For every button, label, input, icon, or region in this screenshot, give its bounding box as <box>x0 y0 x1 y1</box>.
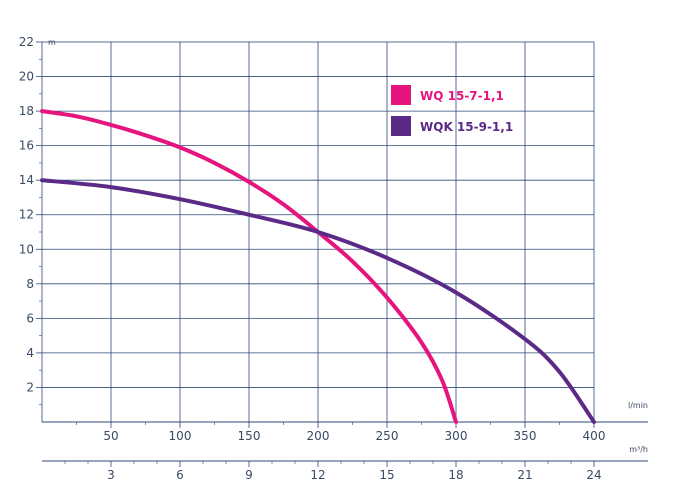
y-tick-label: 22 <box>19 35 34 49</box>
x-tick-label: 50 <box>103 429 118 443</box>
x2-tick-label: 24 <box>586 468 601 482</box>
x-tick-label: 250 <box>376 429 399 443</box>
legend-swatch-1 <box>391 85 411 105</box>
x-tick-label: 100 <box>169 429 192 443</box>
x-tick-label: 300 <box>445 429 468 443</box>
x2-tick-label: 3 <box>107 468 115 482</box>
y-tick-label: 14 <box>19 173 34 187</box>
x-tick-label: 200 <box>307 429 330 443</box>
x-tick-label: 350 <box>514 429 537 443</box>
x2-tick-label: 21 <box>517 468 532 482</box>
x2-tick-label: 18 <box>448 468 463 482</box>
x2-tick-label: 6 <box>176 468 184 482</box>
y-tick-label: 4 <box>26 346 34 360</box>
y-tick-label: 2 <box>26 380 34 394</box>
y-tick-label: 8 <box>26 277 34 291</box>
legend: WQ 15-7-1,1 WQK 15-9-1,1 <box>391 85 513 136</box>
x2-tick-label: 15 <box>379 468 394 482</box>
x-tick-label: 400 <box>583 429 606 443</box>
x-unit-label: l/min <box>628 401 648 410</box>
y-tick-label: 12 <box>19 208 34 222</box>
y-tick-label: 10 <box>19 242 34 256</box>
y-unit-label: m <box>48 38 56 47</box>
y-tick-label: 18 <box>19 104 34 118</box>
y-tick-label: 6 <box>26 311 34 325</box>
legend-label-1: WQ 15-7-1,1 <box>420 89 504 103</box>
series-line-1 <box>40 109 458 424</box>
y-tick-label: 20 <box>19 70 34 84</box>
series-lines <box>40 109 596 424</box>
x2-tick-label: 12 <box>310 468 325 482</box>
x-tick-label: 150 <box>238 429 261 443</box>
y-tick-label: 16 <box>19 139 34 153</box>
legend-label-2: WQK 15-9-1,1 <box>420 120 513 134</box>
x2-unit-label: m³/h <box>629 445 648 454</box>
legend-swatch-2 <box>391 116 411 136</box>
grid <box>41 41 595 423</box>
x2-tick-label: 9 <box>245 468 253 482</box>
series-line-2 <box>40 178 596 424</box>
